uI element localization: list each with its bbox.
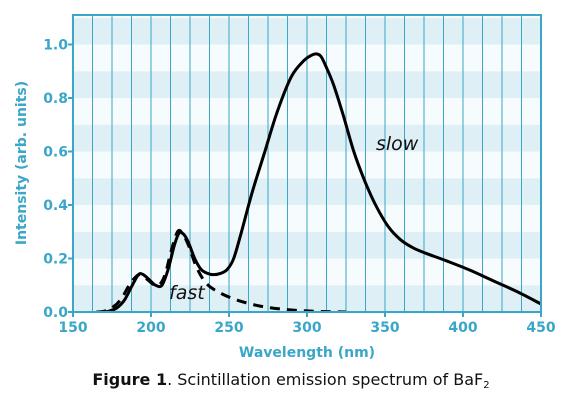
x-axis-ticks: 150 200 250 300 350 400 450 xyxy=(58,312,556,336)
annotation-fast: fast xyxy=(169,282,206,304)
caption-subscript: 2 xyxy=(483,380,490,391)
caption-text: . Scintillation emission spectrum of BaF xyxy=(167,370,484,389)
y-tick-label: 0.6 xyxy=(43,145,68,161)
y-tick-label: 0.4 xyxy=(43,198,68,214)
x-axis-title: Wavelength (nm) xyxy=(239,345,375,361)
y-tick-label: 1.0 xyxy=(43,38,68,54)
x-tick-label: 250 xyxy=(214,320,243,336)
y-tick-label: 0.0 xyxy=(43,305,68,321)
x-tick-label: 350 xyxy=(370,320,399,336)
y-axis-ticks: 0.0 0.2 0.4 0.6 0.8 1.0 xyxy=(43,38,73,321)
caption-label: Figure 1 xyxy=(92,370,168,389)
x-tick-label: 150 xyxy=(58,320,87,336)
y-axis-title: Intensity (arb. units) xyxy=(14,81,30,245)
y-tick-label: 0.2 xyxy=(43,252,68,268)
annotation-slow: slow xyxy=(376,133,419,155)
figure-caption: Figure 1. Scintillation emission spectru… xyxy=(0,370,582,391)
x-tick-label: 450 xyxy=(526,320,555,336)
y-tick-label: 0.8 xyxy=(43,91,68,107)
x-tick-label: 300 xyxy=(292,320,321,336)
series-line-dashed xyxy=(96,228,347,312)
x-tick-label: 200 xyxy=(136,320,165,336)
x-tick-label: 400 xyxy=(448,320,477,336)
